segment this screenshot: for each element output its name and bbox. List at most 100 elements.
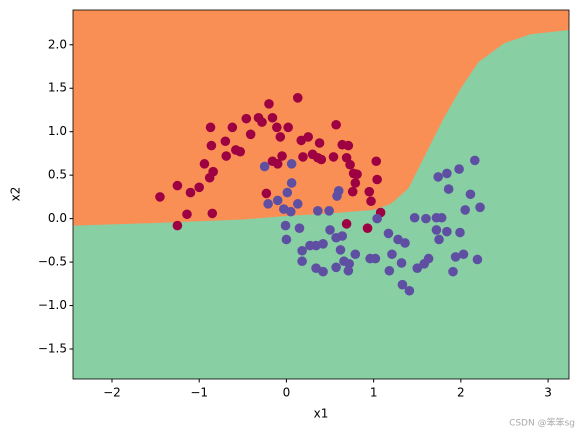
data-point [465,189,476,200]
data-point [383,228,394,239]
data-point [412,263,423,273]
data-point [396,258,407,268]
data-point [227,122,238,133]
data-point [297,245,307,256]
data-point [314,138,325,148]
data-point [272,195,283,206]
data-point [245,129,256,140]
y-tick-label: −0.5 [38,255,67,269]
data-point [434,234,444,245]
data-point [384,265,395,276]
data-point [475,202,485,213]
data-point [397,279,408,290]
data-point [282,187,293,198]
y-tick-label: −1.0 [38,298,67,312]
data-point [292,199,303,209]
data-point [455,227,465,238]
data-point [448,266,458,277]
x-tick-label: −2 [103,386,121,400]
data-point [460,205,471,215]
data-point [172,180,183,191]
data-point [272,159,283,169]
data-point [303,132,314,142]
data-point [272,122,282,133]
data-point [343,265,354,276]
x-tick-label: 2 [457,386,465,400]
data-point [423,253,434,264]
data-point [286,159,297,169]
plot-area [73,10,569,379]
data-point [241,113,252,124]
data-point [362,223,373,233]
data-point [442,168,452,179]
data-point [450,252,461,262]
data-point [345,159,355,170]
data-point [364,186,375,197]
data-point [372,213,382,224]
data-point [404,285,415,296]
data-point [335,245,346,255]
data-point [341,219,352,229]
data-point [442,226,452,237]
data-point [263,199,273,209]
data-point [199,159,210,169]
data-point [294,223,305,233]
data-point [194,182,205,193]
data-point [311,263,321,273]
data-point [261,188,272,199]
data-point [352,169,362,180]
data-point [436,212,447,223]
x-tick-label: 3 [544,386,552,400]
data-point [280,220,291,231]
data-point [221,151,232,161]
data-point [409,212,420,223]
x-tick-label: 1 [370,386,378,400]
data-point [285,206,296,217]
y-axis-label: x2 [9,187,23,202]
watermark: CSDN @笨笨sg [509,417,575,429]
y-tick-label: −1.5 [38,342,67,356]
y-tick-label: 1.0 [48,124,67,138]
data-point [286,178,297,188]
data-point [371,156,382,167]
data-point [208,166,218,177]
data-point [182,209,192,220]
data-point [264,99,274,109]
data-point [316,154,327,165]
data-point [344,259,355,269]
data-point [267,112,278,123]
data-point [347,186,358,197]
data-point [235,146,245,157]
data-point [366,196,376,207]
data-point [281,234,292,245]
data-point [324,205,334,216]
data-point [292,92,303,103]
data-point [298,152,308,162]
y-tick-label: 0.5 [48,168,67,182]
data-point [337,231,348,241]
x-axis-label: x1 [314,407,329,421]
data-point [313,205,323,216]
data-point [325,225,335,235]
lower-region [73,30,569,379]
data-point [433,172,443,182]
data-point [333,186,344,196]
y-tick-label: 0.0 [48,211,67,225]
data-point [454,164,464,174]
x-tick-label: −1 [190,386,208,400]
data-point [350,249,361,260]
data-point [387,249,397,260]
data-point [472,254,483,265]
data-point [172,220,183,231]
data-point [350,178,361,188]
data-point [431,225,442,235]
data-point [207,208,218,219]
data-point [275,132,286,142]
x-tick-label: 0 [283,386,291,400]
data-point [331,119,341,130]
data-point [257,117,267,127]
data-point [372,174,382,185]
data-point [220,136,231,147]
data-point [470,155,480,166]
data-point [343,140,354,151]
